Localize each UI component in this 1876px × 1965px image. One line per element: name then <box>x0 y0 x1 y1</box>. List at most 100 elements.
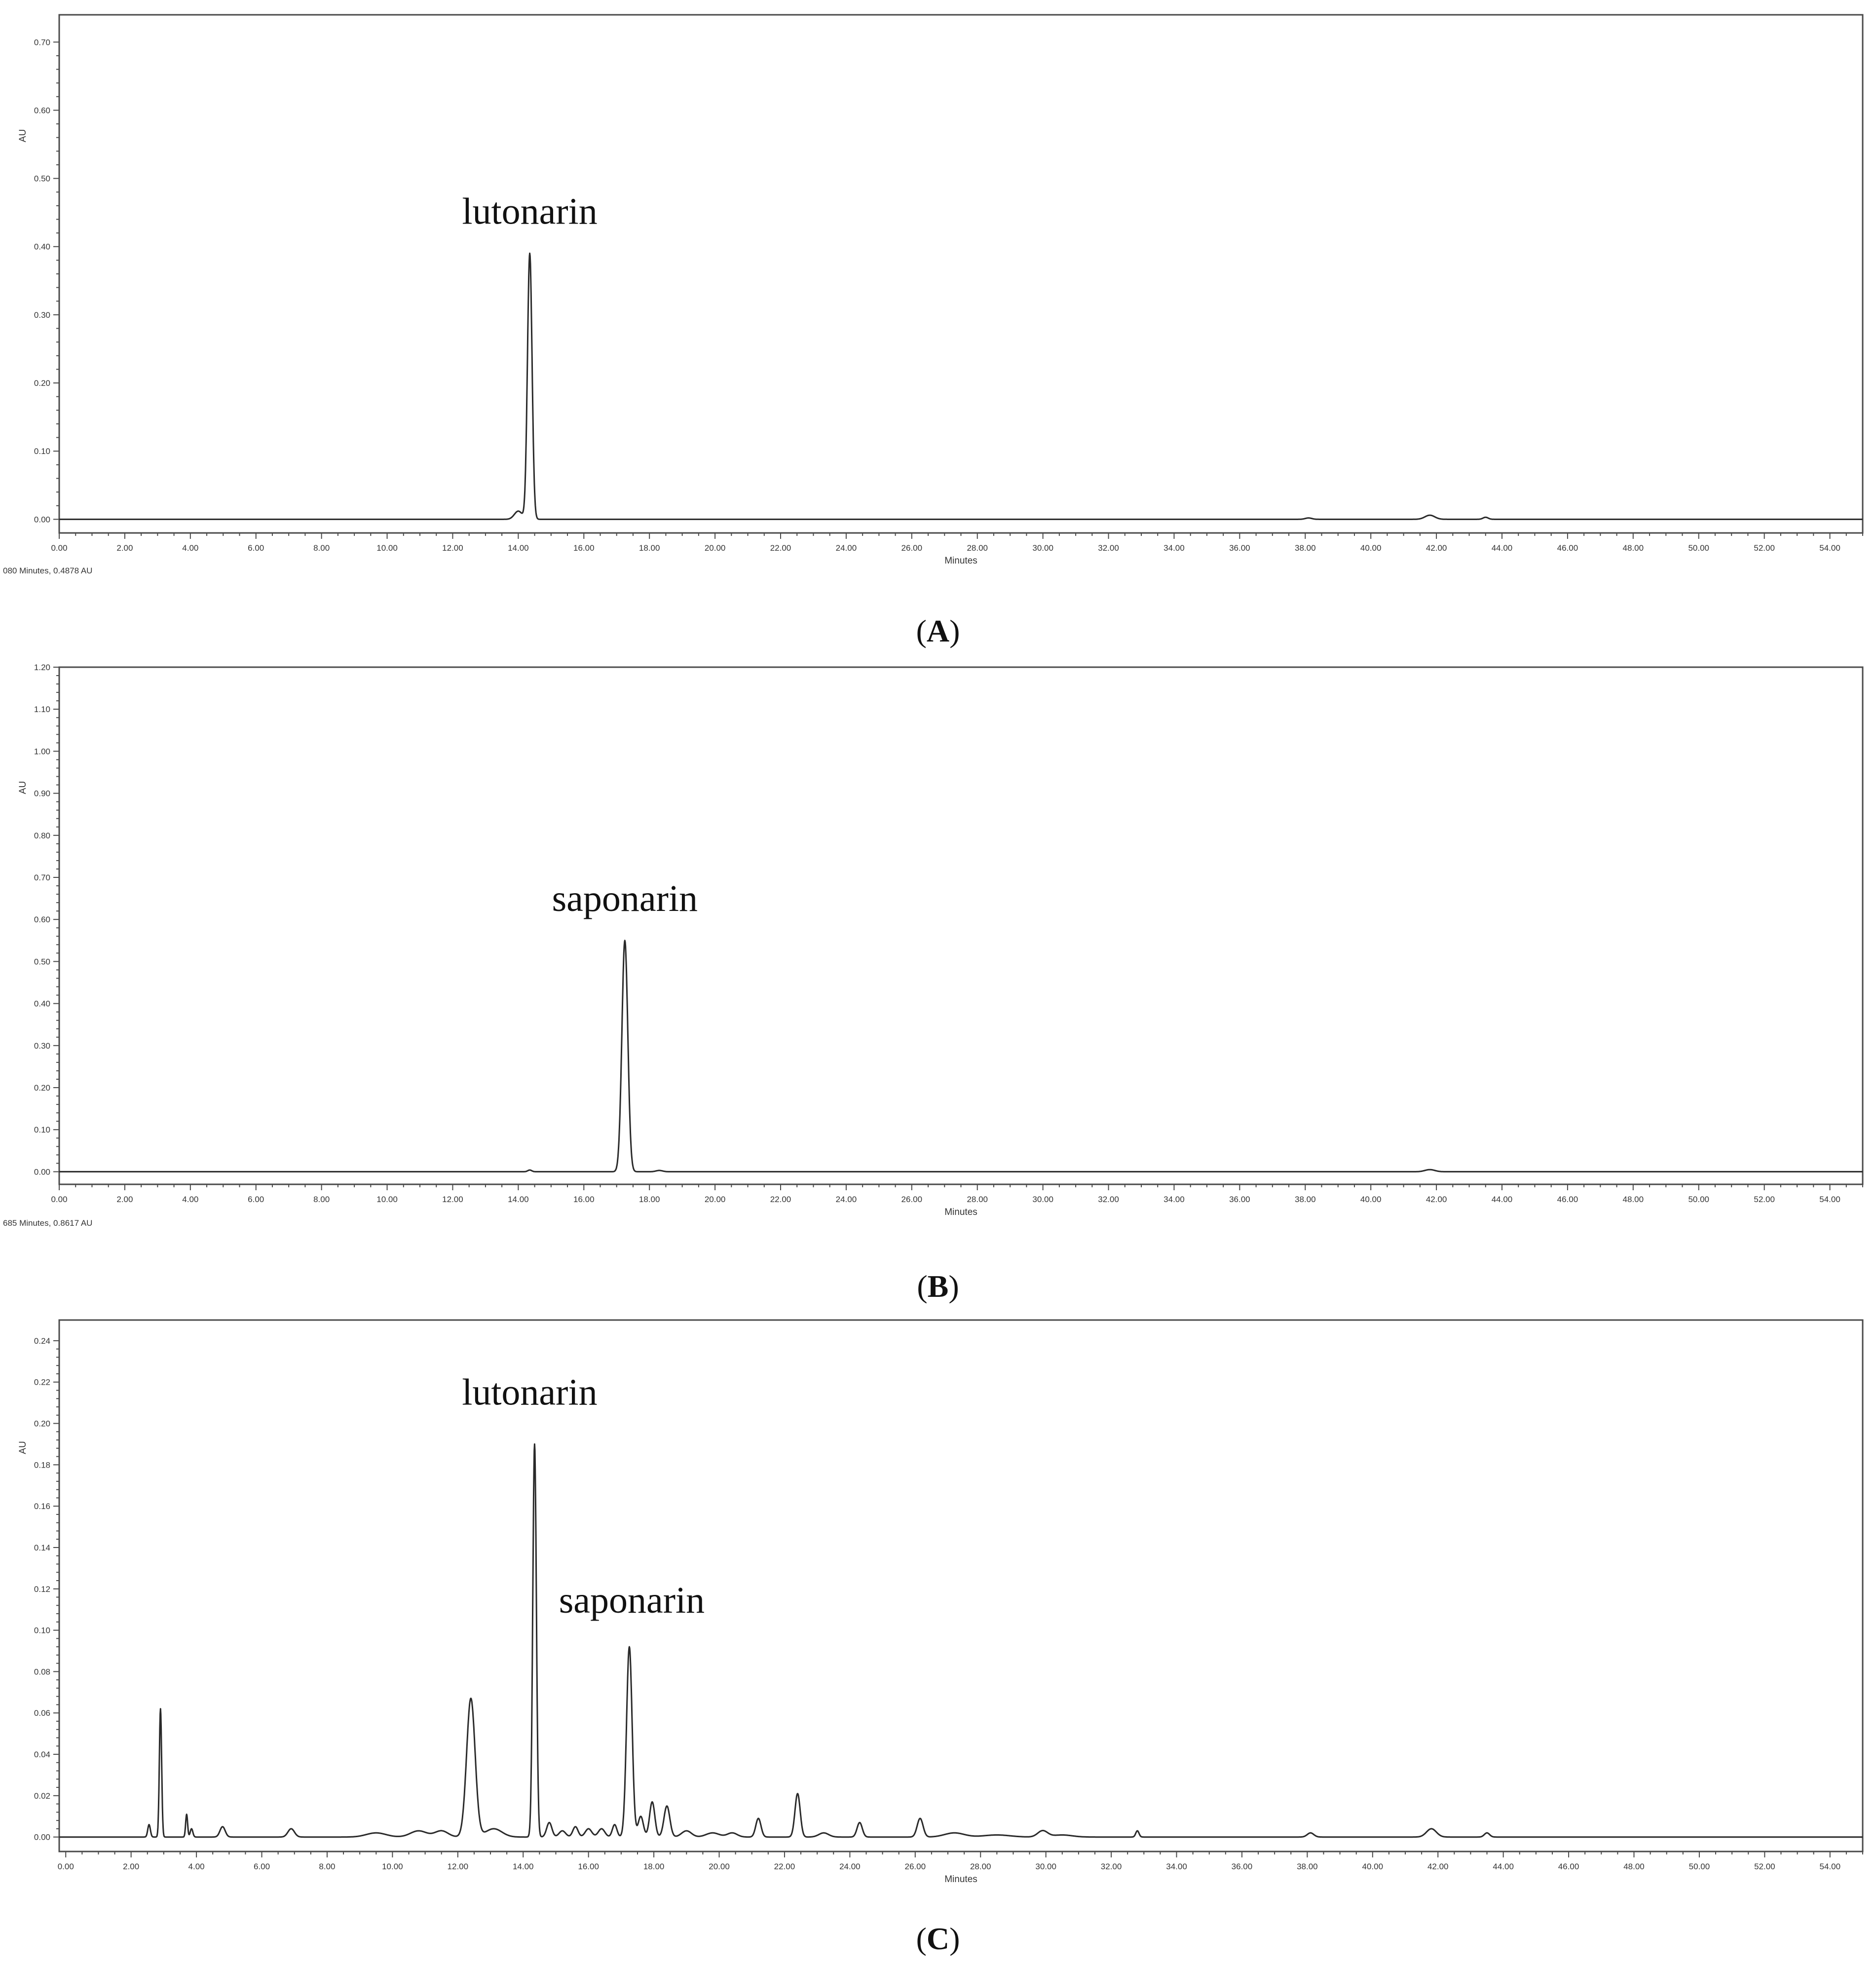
y-tick-label: 0.90 <box>34 789 50 798</box>
x-tick-label: 0.00 <box>51 543 67 553</box>
x-tick-label: 36.00 <box>1229 1195 1250 1204</box>
caption-letter: C <box>927 1921 949 1956</box>
x-tick-label: 38.00 <box>1297 1862 1318 1871</box>
x-tick-label: 28.00 <box>970 1862 991 1871</box>
y-tick-label: 0.80 <box>34 831 50 840</box>
x-tick-label: 16.00 <box>573 1195 595 1204</box>
y-tick-label: 0.10 <box>34 447 50 456</box>
x-tick-label: 10.00 <box>376 543 398 553</box>
cursor-readout: 080 Minutes, 0.4878 AU <box>3 566 92 575</box>
x-tick-label: 28.00 <box>967 543 988 553</box>
x-tick-label: 30.00 <box>1032 1195 1053 1204</box>
x-tick-label: 44.00 <box>1493 1862 1514 1871</box>
x-tick-label: 26.00 <box>901 543 923 553</box>
x-tick-label: 26.00 <box>901 1195 923 1204</box>
x-tick-label: 34.00 <box>1166 1862 1187 1871</box>
panel-caption: (C) <box>916 1921 960 1956</box>
y-tick-label: 0.18 <box>34 1460 50 1470</box>
chromatogram-trace <box>59 1443 1863 1838</box>
caption-letter: A <box>927 613 949 648</box>
x-tick-label: 20.00 <box>709 1862 730 1871</box>
x-tick-label: 12.00 <box>442 543 463 553</box>
x-tick-label: 32.00 <box>1101 1862 1122 1871</box>
x-tick-label: 0.00 <box>58 1862 74 1871</box>
x-tick-label: 18.00 <box>643 1862 665 1871</box>
y-tick-label: 0.16 <box>34 1502 50 1511</box>
y-tick-label: 0.06 <box>34 1708 50 1718</box>
y-tick-label: 1.20 <box>34 663 50 672</box>
x-tick-label: 30.00 <box>1035 1862 1056 1871</box>
x-tick-label: 18.00 <box>639 543 660 553</box>
y-tick-label: 0.60 <box>34 106 50 115</box>
x-tick-label: 6.00 <box>248 543 264 553</box>
y-tick-label: 0.30 <box>34 1041 50 1051</box>
x-tick-label: 18.00 <box>639 1195 660 1204</box>
x-tick-label: 40.00 <box>1360 1195 1382 1204</box>
y-tick-label: 0.60 <box>34 915 50 924</box>
x-tick-label: 14.00 <box>508 1195 529 1204</box>
x-tick-label: 44.00 <box>1492 543 1513 553</box>
y-tick-label: 0.20 <box>34 1419 50 1429</box>
x-tick-label: 2.00 <box>123 1862 139 1871</box>
caption-close: ) <box>949 613 960 648</box>
x-tick-label: 24.00 <box>836 1195 857 1204</box>
y-tick-label: 0.04 <box>34 1750 50 1759</box>
y-tick-label: 1.10 <box>34 705 50 714</box>
x-tick-label: 46.00 <box>1557 543 1578 553</box>
x-tick-label: 30.00 <box>1032 543 1053 553</box>
y-axis-title: AU <box>18 129 28 142</box>
chromatogram-panel-a: 0.00 0.10 0.20 0.30 0.40 0.50 0.60 0.70 0.00 2.00… <box>3 14 1864 648</box>
cursor-readout: 685 Minutes, 0.8617 AU <box>3 1218 92 1228</box>
chromatogram-trace <box>59 252 1863 520</box>
y-tick-label: 0.24 <box>34 1336 50 1346</box>
x-tick-label: 2.00 <box>116 1195 133 1204</box>
caption-close: ) <box>948 1269 959 1304</box>
x-tick-label: 28.00 <box>967 1195 988 1204</box>
x-axis-title: Minutes <box>944 556 977 566</box>
y-tick-label: 0.00 <box>34 1167 50 1176</box>
x-tick-label: 12.00 <box>442 1195 463 1204</box>
caption-close: ) <box>949 1921 960 1956</box>
x-tick-label: 54.00 <box>1819 543 1840 553</box>
x-tick-label: 2.00 <box>116 543 133 553</box>
x-tick-label: 34.00 <box>1163 543 1185 553</box>
x-tick-label: 6.00 <box>254 1862 270 1871</box>
caption-open: ( <box>916 613 927 648</box>
peak-label-saponarin: saponarin <box>559 1580 705 1621</box>
y-tick-label: 0.70 <box>34 38 50 47</box>
x-tick-label: 20.00 <box>705 1195 726 1204</box>
x-tick-label: 16.00 <box>573 543 595 553</box>
x-tick-label: 22.00 <box>770 1195 791 1204</box>
y-tick-label: 0.22 <box>34 1378 50 1387</box>
x-tick-label: 50.00 <box>1689 1862 1710 1871</box>
x-axis-title: Minutes <box>944 1207 977 1217</box>
chromatogram-trace <box>59 940 1863 1172</box>
x-tick-label: 4.00 <box>182 1195 198 1204</box>
x-tick-label: 46.00 <box>1558 1862 1579 1871</box>
y-tick-label: 0.70 <box>34 873 50 882</box>
x-tick-label: 38.00 <box>1295 543 1316 553</box>
x-tick-label: 44.00 <box>1492 1195 1513 1204</box>
y-tick-label: 0.08 <box>34 1667 50 1676</box>
x-tick-label: 32.00 <box>1098 1195 1119 1204</box>
x-tick-label: 48.00 <box>1623 1862 1645 1871</box>
y-tick-label: 0.12 <box>34 1585 50 1594</box>
y-tick-label: 0.30 <box>34 310 50 320</box>
x-tick-label: 52.00 <box>1754 1862 1775 1871</box>
x-tick-label: 32.00 <box>1098 543 1119 553</box>
chromatogram-panel-b: 0.00 0.10 0.20 0.30 0.40 0.50 0.60 0.70 0.80 0.90… <box>3 663 1864 1304</box>
y-tick-label: 0.10 <box>34 1626 50 1635</box>
x-tick-label: 10.00 <box>376 1195 398 1204</box>
x-axis-title: Minutes <box>944 1874 977 1885</box>
plot-frame <box>58 14 1864 534</box>
x-tick-label: 22.00 <box>770 543 791 553</box>
x-tick-label: 16.00 <box>578 1862 599 1871</box>
x-tick-label: 26.00 <box>905 1862 926 1871</box>
x-tick-label: 4.00 <box>182 543 198 553</box>
x-tick-label: 4.00 <box>188 1862 205 1871</box>
x-tick-label: 46.00 <box>1557 1195 1578 1204</box>
x-tick-label: 42.00 <box>1427 1862 1449 1871</box>
x-tick-label: 42.00 <box>1426 543 1447 553</box>
x-tick-label: 50.00 <box>1688 1195 1709 1204</box>
